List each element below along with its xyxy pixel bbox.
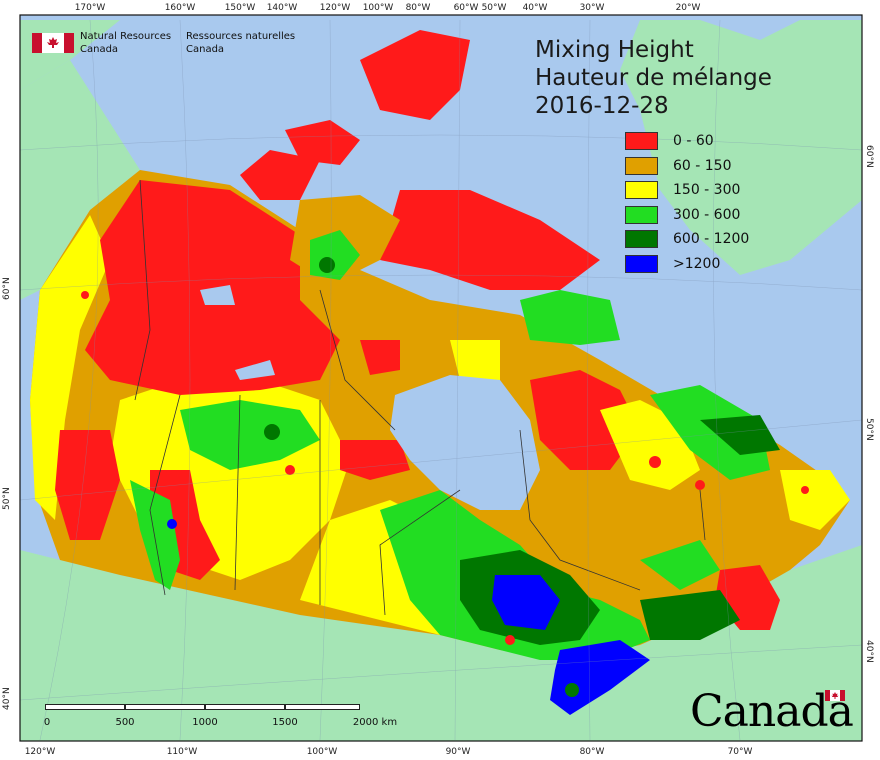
title-date: 2016-12-28 — [535, 93, 669, 119]
scale-label-1500: 1500 — [272, 717, 298, 728]
land-outside-canada — [20, 20, 862, 741]
scale-label-500: 500 — [115, 717, 135, 728]
title-french: Hauteur de mélange — [535, 65, 772, 91]
canada-flag-icon — [32, 33, 74, 53]
legend-label: 0 - 60 — [673, 133, 714, 149]
tick-bottom-6: 70°W — [727, 747, 753, 757]
legend-swatch — [625, 132, 658, 150]
tick-left-2: 50°N — [2, 487, 12, 510]
tick-top-3: 150°W — [224, 3, 256, 13]
legend-swatch — [625, 254, 658, 273]
legend-swatch — [625, 205, 658, 224]
scale-bar-segment — [45, 704, 125, 710]
scale-label-2000: 2000 km — [352, 717, 398, 728]
scale-bar-segment — [205, 704, 285, 710]
legend-label: 60 - 150 — [673, 157, 732, 174]
tick-top-8: 60°W — [453, 3, 479, 13]
tick-top-2: 160°W — [164, 3, 196, 13]
tick-bottom-1: 120°W — [24, 747, 56, 757]
tick-right-1: 60°N — [864, 145, 874, 168]
wordmark-flag-icon — [825, 690, 845, 701]
tick-top-11: 30°W — [579, 3, 605, 13]
agency-french: Ressources naturelles Canada — [186, 30, 295, 56]
tick-top-7: 80°W — [405, 3, 431, 13]
agency-en-line2: Canada — [80, 44, 119, 55]
tick-top-1: 170°W — [74, 3, 106, 13]
tick-left-1: 60°N — [2, 277, 12, 300]
map-title: Mixing Height Hauteur de mélange 2016-12… — [535, 36, 772, 120]
legend-swatch — [625, 230, 658, 248]
legend-label: 600 - 1200 — [673, 231, 750, 247]
tick-bottom-2: 110°W — [166, 747, 198, 757]
province-boundaries — [134, 179, 706, 616]
tick-top-9: 50°W — [481, 3, 507, 13]
title-english: Mixing Height — [535, 37, 694, 63]
scale-bar-segment — [285, 704, 360, 710]
legend-label: >1200 — [673, 255, 721, 272]
tick-top-10: 40°W — [522, 3, 548, 13]
scale-label-0: 0 — [43, 717, 51, 728]
canada-mixing-field — [30, 30, 850, 715]
legend-swatch — [625, 181, 658, 199]
tick-bottom-3: 100°W — [306, 747, 338, 757]
agency-fr-line2: Canada — [186, 44, 225, 55]
scale-bar: 0 500 1000 1500 2000 km — [43, 704, 397, 734]
tick-bottom-5: 80°W — [579, 747, 605, 757]
legend-label: 300 - 600 — [673, 206, 741, 223]
legend-swatch — [625, 156, 658, 175]
frame-border — [19, 14, 863, 742]
legend-label: 150 - 300 — [673, 182, 741, 198]
tick-bottom-4: 90°W — [445, 747, 471, 757]
agency-english: Natural Resources Canada — [80, 30, 171, 56]
canada-wordmark: Canada — [690, 690, 854, 735]
scale-bar-segment — [125, 704, 205, 710]
agency-en-line1: Natural Resources — [80, 31, 172, 42]
tick-right-2: 50°N — [864, 418, 874, 441]
scale-label-1000: 1000 — [192, 717, 218, 728]
graticule — [19, 19, 863, 741]
tick-left-3: 40°N — [2, 687, 12, 710]
tick-top-4: 140°W — [266, 3, 298, 13]
tick-top-5: 120°W — [319, 3, 351, 13]
tick-top-6: 100°W — [362, 3, 394, 13]
agency-fr-line1: Ressources naturelles — [186, 31, 296, 42]
tick-right-3: 40°N — [864, 640, 874, 663]
tick-top-12: 20°W — [675, 3, 701, 13]
